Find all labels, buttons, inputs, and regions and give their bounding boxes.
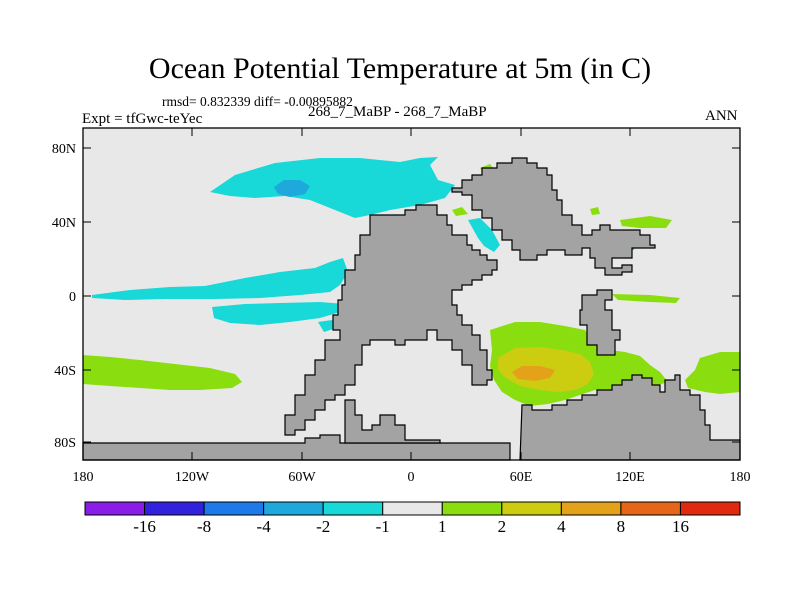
green-anomaly-north-indian-1	[452, 207, 468, 216]
land-masses	[82, 157, 741, 461]
land-eurasia	[451, 157, 656, 276]
colorbar-swatch	[382, 501, 443, 516]
lon-label-180e: 180	[730, 470, 751, 485]
colorbar-label: -4	[256, 517, 271, 536]
colorbar-label: 1	[438, 517, 447, 536]
experiment-label: Expt = tfGwc-teYec	[82, 111, 203, 127]
lon-label-180w: 180	[73, 470, 94, 485]
lon-label-60w: 60W	[288, 470, 316, 485]
lat-label-80s: 80S	[54, 436, 76, 451]
colorbar-swatch	[560, 501, 622, 516]
land-south-ocean-ridge	[344, 399, 441, 444]
lon-label-0: 0	[408, 470, 415, 485]
colorbar-swatch	[203, 501, 265, 516]
green-anomaly-west-pacific	[612, 294, 680, 303]
cyan-anomaly-north-pacific	[210, 157, 455, 218]
cyan-anomaly-south-pacific	[212, 302, 345, 325]
anomaly-field	[83, 157, 740, 423]
cyan-anomaly-small	[318, 320, 336, 332]
colorbar	[84, 501, 741, 516]
axis-ticks	[83, 128, 740, 460]
colorbar-label: 8	[616, 517, 626, 536]
land-maritime-continent	[579, 289, 621, 356]
lon-label-120e: 120E	[615, 470, 645, 485]
colorbar-label: 16	[671, 517, 689, 536]
colorbar-label: 4	[557, 517, 566, 536]
colorbar-label: -2	[316, 517, 331, 536]
colorbar-swatch	[322, 501, 384, 516]
colorbar-label: -1	[375, 517, 390, 536]
lon-label-120w: 120W	[175, 470, 210, 485]
lat-label-0: 0	[69, 290, 76, 305]
lat-label-80n: 80N	[52, 142, 76, 157]
season-label: ANN	[705, 108, 738, 124]
orange-anomaly-south-indian	[512, 366, 555, 381]
lat-label-40s: 40S	[54, 364, 76, 379]
chart-title: Ocean Potential Temperature at 5m (in C)	[148, 52, 652, 85]
stats-text: rmsd= 0.832339 diff= -0.00895882	[162, 94, 353, 109]
lat-label-40n: 40N	[52, 216, 76, 231]
cyan-anomaly-equatorial-pacific	[92, 258, 348, 300]
colorbar-label: 2	[497, 517, 507, 536]
colorbar-swatch	[84, 501, 146, 516]
colorbar-swatch	[441, 501, 503, 516]
green-anomaly-south-pacific-east	[685, 352, 740, 394]
lon-label-60e: 60E	[510, 470, 533, 485]
colorbar-swatch	[679, 501, 741, 516]
colorbar-label: -16	[133, 517, 156, 536]
cyan-anomaly-north-atlantic	[468, 218, 500, 252]
land-australia	[519, 374, 741, 461]
green-anomaly-southeast-pacific	[83, 355, 242, 390]
colorbar-swatch	[144, 501, 205, 516]
colorbar-swatch	[620, 501, 681, 516]
latitude-labels: 80N 40N 0 40S 80S	[52, 142, 76, 451]
green-anomaly-north-indian-2	[590, 207, 600, 215]
longitude-labels: 180 120W 60W 0 60E 120E 180	[73, 470, 751, 485]
colorbar-swatch	[501, 501, 562, 516]
colorbar-swatch	[263, 501, 324, 516]
blue-anomaly-north-pacific	[274, 180, 310, 197]
colorbar-label: -8	[196, 517, 212, 536]
case-label: 268_7_MaBP - 268_7_MaBP	[308, 104, 487, 120]
land-americas-africa	[284, 204, 498, 436]
green-anomaly-northwest-pacific	[620, 216, 672, 228]
